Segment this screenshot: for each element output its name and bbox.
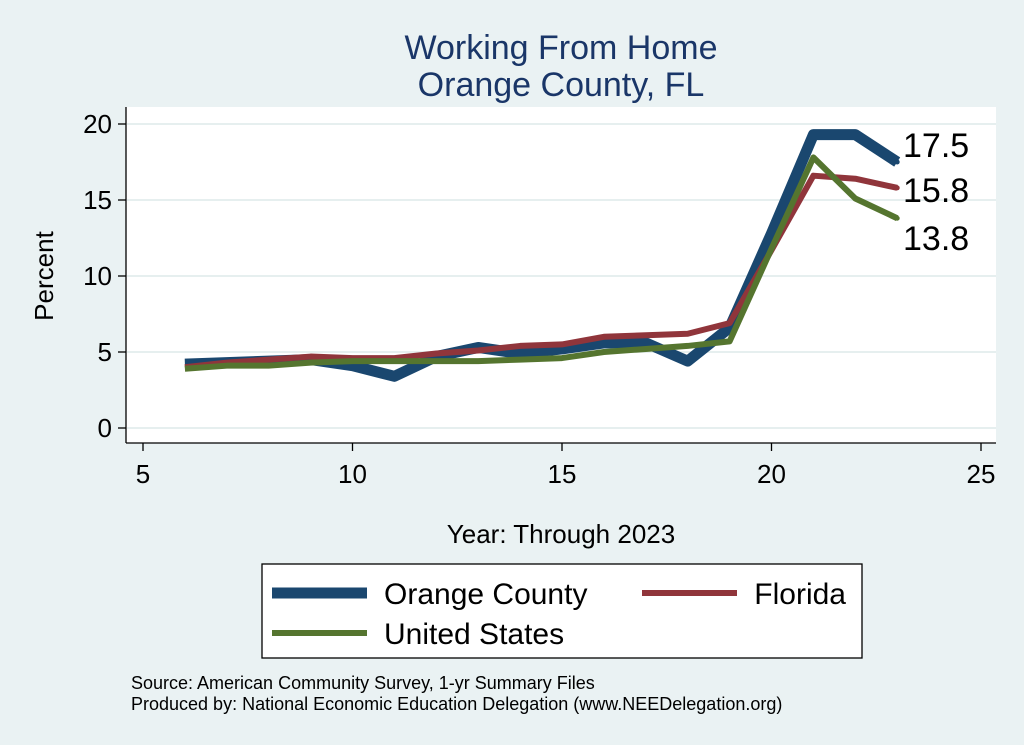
legend: Orange County Florida United States — [261, 563, 863, 659]
end-label-florida: 15.8 — [903, 172, 969, 210]
x-tick-label: 25 — [967, 459, 996, 489]
y-axis-label: Percent — [29, 230, 59, 320]
end-labels: 17.5 15.8 13.8 — [903, 127, 969, 258]
end-marker-orange-county — [894, 159, 900, 165]
y-tick-label: 20 — [83, 109, 112, 139]
chart-title-line-1: Working From Home — [405, 29, 718, 67]
end-marker-united-states — [894, 215, 900, 221]
y-tick-label: 10 — [83, 261, 112, 291]
legend-label-united-states: United States — [384, 618, 564, 651]
y-tick-label: 15 — [83, 185, 112, 215]
x-tick-label: 20 — [757, 459, 786, 489]
produced-by-note: Produced by: National Economic Education… — [131, 694, 782, 714]
series-lines — [184, 129, 901, 382]
legend-label-florida: Florida — [754, 578, 846, 611]
legend-box — [261, 563, 863, 659]
end-label-orange-county: 17.5 — [903, 127, 969, 165]
axes — [125, 107, 996, 444]
y-tick-label: 0 — [98, 413, 112, 443]
y-tick-label: 5 — [98, 337, 112, 367]
source-note: Source: American Community Survey, 1-yr … — [131, 673, 595, 693]
x-tick-label: 5 — [136, 459, 150, 489]
series-line-united-states — [184, 154, 899, 372]
x-tick-label: 10 — [338, 459, 367, 489]
end-marker-florida — [894, 185, 900, 191]
chart-title-line-2: Orange County, FL — [418, 66, 705, 104]
legend-label-orange-county: Orange County — [384, 578, 587, 611]
end-label-united-states: 13.8 — [903, 220, 969, 258]
x-tick-label: 15 — [548, 459, 577, 489]
x-axis-label: Year: Through 2023 — [447, 519, 675, 549]
